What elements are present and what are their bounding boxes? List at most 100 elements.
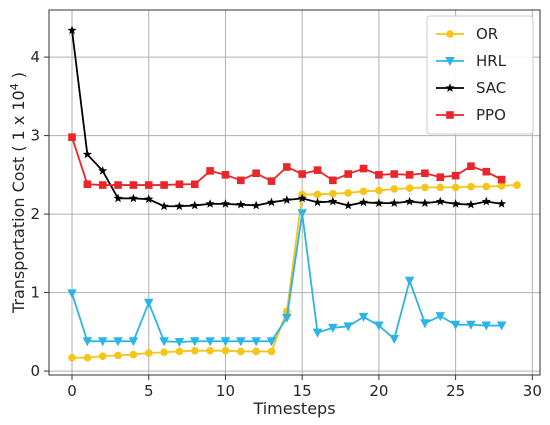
series-or-point bbox=[236, 347, 245, 356]
series-or-point bbox=[160, 348, 168, 357]
series-sac-point bbox=[389, 198, 399, 207]
series-or-point bbox=[390, 185, 399, 193]
series-sac-point bbox=[282, 195, 292, 204]
series-or-point bbox=[68, 353, 76, 362]
y-axis-label-main: Transportation Cost ( 1 x 10 bbox=[9, 90, 28, 314]
legend-marker-or bbox=[446, 30, 454, 38]
series-or-point bbox=[98, 352, 107, 360]
series-sac-point bbox=[466, 199, 476, 209]
y-tick-label: 2 bbox=[30, 205, 40, 223]
series-or-point bbox=[267, 347, 276, 356]
series-ppo-point bbox=[436, 173, 445, 181]
series-ppo-point bbox=[144, 181, 153, 189]
series-hrl-point bbox=[235, 337, 246, 347]
series-sac-point bbox=[328, 196, 338, 206]
series-sac-point bbox=[481, 196, 491, 206]
series-ppo-point bbox=[252, 169, 260, 178]
series-ppo-point bbox=[206, 167, 214, 175]
series-hrl-point bbox=[312, 328, 323, 338]
series-hrl-point bbox=[481, 321, 492, 331]
series-hrl-point bbox=[159, 337, 169, 347]
series-hrl-point bbox=[496, 321, 507, 331]
series-sac-point bbox=[67, 25, 77, 35]
series-sac-point bbox=[251, 200, 261, 210]
x-tick-label: 30 bbox=[523, 382, 542, 400]
legend-marker-hrl bbox=[445, 57, 455, 66]
series-sac-point bbox=[420, 198, 430, 207]
series-hrl-point bbox=[282, 313, 292, 323]
series-or-point bbox=[252, 347, 260, 356]
x-tick-label: 0 bbox=[67, 382, 77, 400]
series-hrl-point bbox=[343, 322, 354, 332]
series-sac-point bbox=[236, 199, 246, 209]
x-tick-label: 15 bbox=[293, 382, 312, 400]
series-or-point bbox=[114, 351, 122, 360]
series-sac-point bbox=[343, 200, 353, 210]
series-ppo-point bbox=[236, 176, 245, 185]
series-hrl-point bbox=[435, 312, 446, 322]
series-hrl-point bbox=[97, 337, 108, 347]
series-or-point bbox=[451, 183, 460, 192]
series-ppo-point bbox=[375, 171, 383, 179]
series-or-point bbox=[344, 189, 353, 197]
series-or-point bbox=[405, 184, 414, 192]
series-hrl-point bbox=[404, 276, 415, 286]
series-or-point bbox=[375, 186, 383, 195]
series-hrl-point bbox=[220, 337, 231, 347]
series-hrl-point bbox=[82, 337, 93, 347]
series-ppo-point bbox=[359, 164, 368, 173]
series-sac-point bbox=[190, 200, 200, 210]
series-or-point bbox=[421, 183, 429, 192]
series-or-point bbox=[497, 182, 506, 190]
series-hrl-point bbox=[389, 334, 400, 344]
series-hrl-point bbox=[143, 298, 154, 308]
series-or bbox=[68, 181, 521, 362]
series-sac-point bbox=[98, 166, 108, 175]
legend-label-or: OR bbox=[476, 25, 498, 43]
y-tick-label: 3 bbox=[30, 127, 40, 145]
series-or-point bbox=[206, 346, 214, 355]
series-hrl-point bbox=[189, 337, 200, 347]
series-or-point bbox=[175, 347, 184, 356]
series-sac-point bbox=[297, 193, 307, 203]
legend-box bbox=[426, 15, 534, 135]
series-ppo-point bbox=[83, 180, 92, 189]
series-hrl-point bbox=[205, 337, 215, 347]
series-hrl-point bbox=[466, 320, 476, 330]
series-ppo-point bbox=[421, 169, 429, 178]
series-or-point bbox=[129, 350, 138, 359]
y-axis-label: Transportation Cost ( 1 x 104 ) bbox=[8, 72, 28, 314]
series-hrl-point bbox=[266, 337, 277, 347]
series-or-point bbox=[513, 181, 521, 189]
series-sac-point bbox=[451, 199, 461, 208]
series-sac-point bbox=[312, 197, 323, 207]
series-ppo-point bbox=[451, 171, 460, 180]
legend-label-sac: SAC bbox=[476, 79, 506, 97]
series-ppo-point bbox=[190, 180, 199, 189]
series-hrl-point bbox=[420, 319, 430, 329]
x-axis-label: Timesteps bbox=[252, 399, 335, 418]
series-or-point bbox=[313, 190, 322, 199]
series-or-point bbox=[190, 346, 199, 355]
legend-marker-sac bbox=[445, 83, 455, 92]
series-sac-point bbox=[435, 196, 445, 206]
y-axis-label-exponent: 4 bbox=[8, 83, 21, 90]
series-hrl-point bbox=[251, 337, 261, 347]
series-ppo-point bbox=[267, 177, 276, 185]
series-hrl-point bbox=[450, 320, 461, 330]
series-sac-point bbox=[497, 199, 507, 208]
series-or-point bbox=[436, 183, 445, 192]
series-hrl-point bbox=[328, 323, 338, 333]
series-hrl-point bbox=[297, 209, 307, 219]
series-ppo-point bbox=[283, 163, 291, 171]
series-sac-point bbox=[405, 196, 415, 206]
series-ppo bbox=[68, 133, 506, 189]
series-ppo-point bbox=[313, 166, 322, 174]
series-sac-point bbox=[205, 199, 215, 208]
series-ppo-point bbox=[221, 171, 230, 179]
y-tick-label: 4 bbox=[30, 48, 40, 66]
legend: OR HRL SAC PPO bbox=[426, 15, 534, 135]
legend-label-hrl: HRL bbox=[476, 52, 507, 70]
y-tick-label: 1 bbox=[30, 284, 40, 302]
